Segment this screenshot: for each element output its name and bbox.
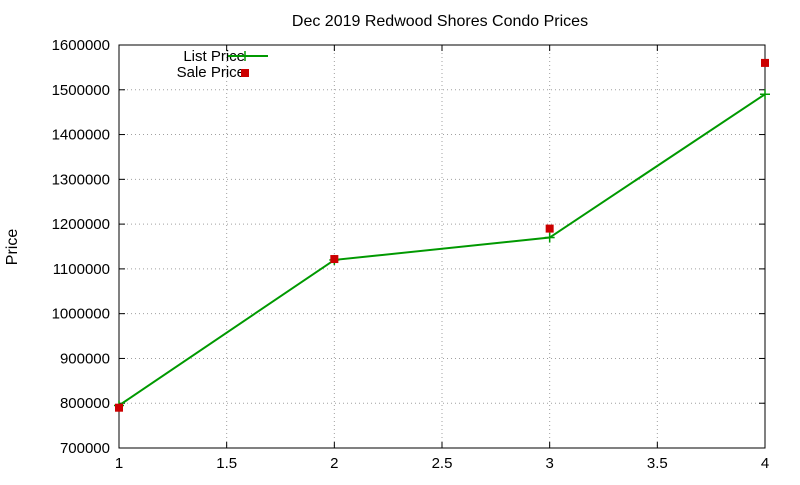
y-tick-label: 1400000 [52, 127, 110, 144]
legend-marker-sale-price [241, 69, 249, 77]
series [114, 58, 770, 412]
x-tick-label: 2.5 [432, 455, 453, 472]
x-tick-label: 1.5 [216, 455, 237, 472]
tick-labels: 700000 800000 900000 1000000 1100000 1200000 1… [52, 37, 770, 472]
data-point-list-price [544, 232, 555, 243]
y-tick-label: 1000000 [52, 306, 110, 323]
data-point-sale-price [115, 403, 123, 412]
x-tick-label: 3 [545, 455, 553, 472]
data-point-list-price [760, 89, 770, 100]
data-point-sale-price [330, 255, 339, 264]
y-tick-label: 1200000 [52, 216, 110, 233]
chart-title: Dec 2019 Redwood Shores Condo Prices [292, 13, 588, 30]
x-tick-label: 4 [761, 455, 769, 472]
legend-marker-list-price [240, 51, 250, 61]
x-tick-label: 2 [330, 455, 338, 472]
data-point-sale-price [761, 58, 769, 67]
y-axis-label: Price [4, 229, 21, 266]
x-tick-label: 1 [115, 455, 123, 472]
y-tick-label: 800000 [60, 395, 110, 412]
y-tick-label: 1300000 [52, 171, 110, 188]
series-sale-price [115, 58, 769, 412]
axes [118, 44, 766, 449]
y-tick-label: 700000 [60, 440, 110, 457]
x-tick-label: 3.5 [647, 455, 668, 472]
legend-label-sale-price: Sale Price [177, 64, 245, 81]
data-point-sale-price [545, 224, 554, 233]
y-tick-label: 900000 [60, 350, 110, 367]
y-tick-label: 1100000 [53, 261, 110, 278]
y-tick-label: 1600000 [52, 37, 110, 54]
y-tick-label: 1500000 [52, 82, 110, 99]
legend-label-list-price: List Price [183, 48, 245, 65]
series-line-list-price [118, 93, 766, 407]
grid [119, 45, 765, 448]
